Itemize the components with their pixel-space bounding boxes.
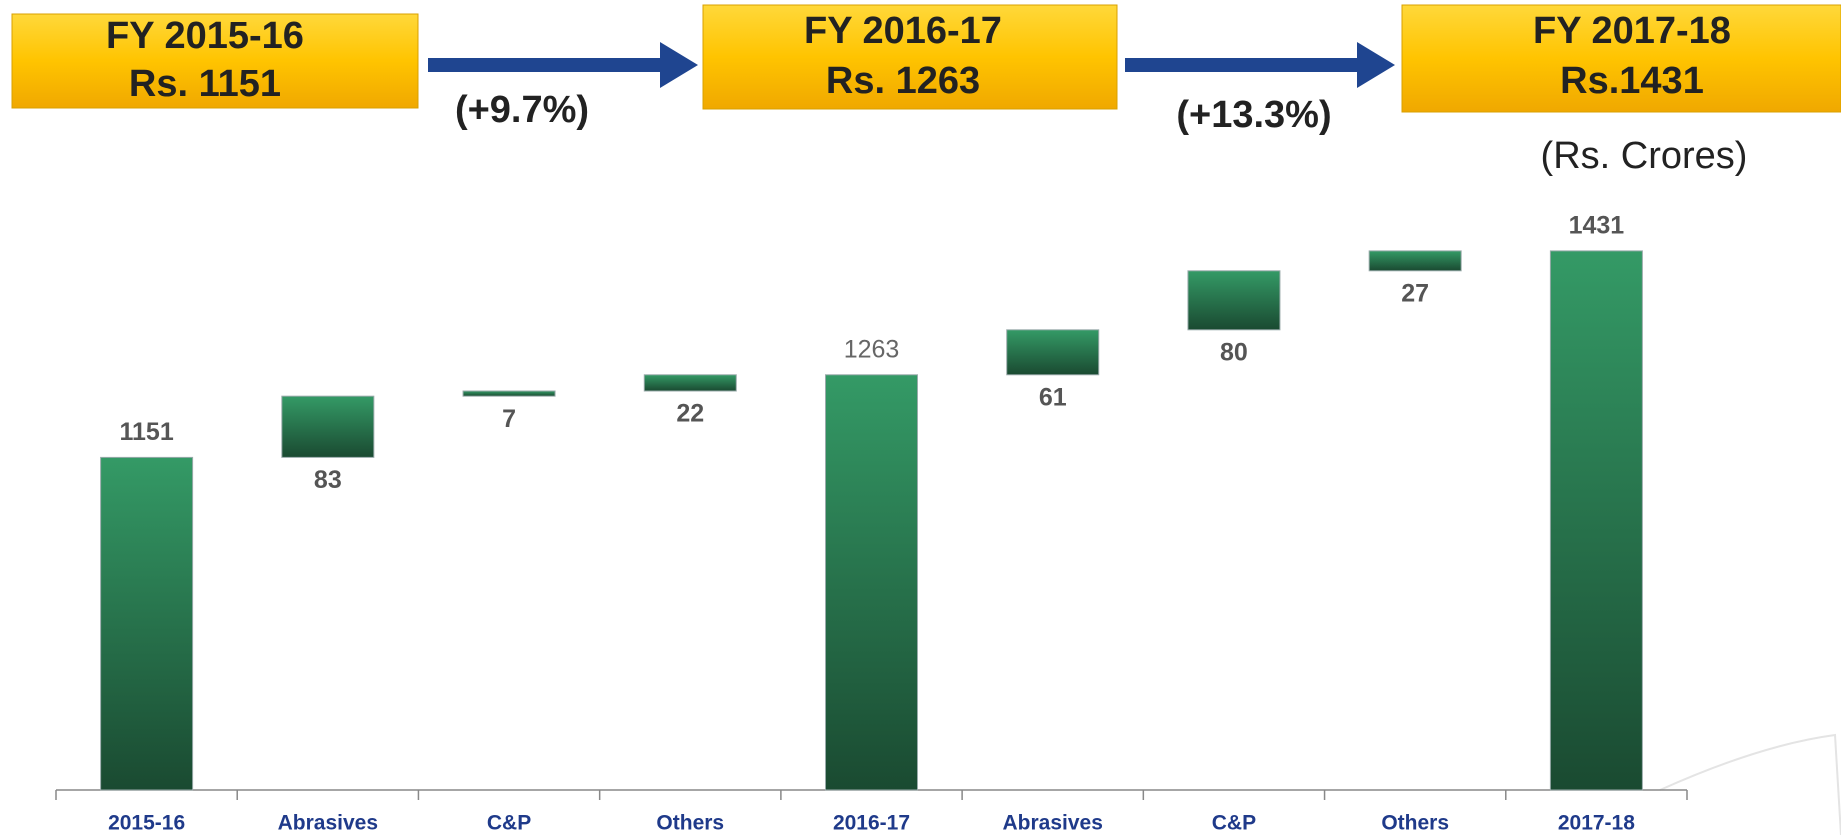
x-tick-label: 2015-16	[108, 812, 185, 835]
bar	[1006, 329, 1100, 376]
arrow	[428, 42, 698, 88]
arrow	[1125, 42, 1395, 88]
year-box	[702, 4, 1118, 110]
bar	[100, 456, 194, 791]
data-label: 80	[1220, 338, 1248, 366]
x-tick-label: Abrasives	[278, 812, 378, 835]
x-tick-label: C&P	[487, 812, 531, 835]
bar	[462, 390, 556, 397]
box-value: Rs.1431	[1560, 60, 1704, 102]
box-title: FY 2017-18	[1533, 10, 1731, 52]
data-label: 7	[502, 405, 516, 433]
box-value: Rs. 1263	[826, 60, 980, 102]
x-tick-label: 2016-17	[833, 812, 910, 835]
bar	[281, 395, 375, 458]
decoration	[1659, 733, 1841, 835]
bar	[1549, 250, 1643, 791]
data-label: 27	[1401, 279, 1429, 307]
box-value: Rs. 1151	[129, 63, 281, 105]
header: FY 2015-16 Rs. 1151 FY 2016-17 Rs. 1263 …	[11, 4, 1841, 177]
year-box	[11, 13, 419, 109]
data-label: 1431	[1569, 211, 1625, 239]
bar	[643, 374, 737, 392]
bar	[1187, 270, 1281, 331]
data-label: 1151	[119, 418, 173, 446]
growth-label: (+9.7%)	[455, 89, 589, 131]
data-label: 83	[314, 466, 342, 494]
data-label: 61	[1039, 383, 1067, 411]
x-tick-label: C&P	[1212, 812, 1256, 835]
x-tick-label: Others	[1381, 812, 1449, 835]
data-label: 22	[676, 400, 704, 428]
box-title: FY 2016-17	[804, 10, 1002, 52]
x-tick-label: Abrasives	[1003, 812, 1103, 835]
x-tick-label: Others	[656, 812, 724, 835]
x-tick-label: 2017-18	[1558, 812, 1635, 835]
data-label: 1263	[844, 335, 900, 363]
year-box	[1401, 4, 1841, 113]
growth-label: (+13.3%)	[1176, 94, 1331, 136]
unit-label: (Rs. Crores)	[1541, 135, 1748, 177]
bar	[1368, 250, 1462, 272]
bar	[825, 374, 918, 791]
box-title: FY 2015-16	[106, 15, 304, 57]
